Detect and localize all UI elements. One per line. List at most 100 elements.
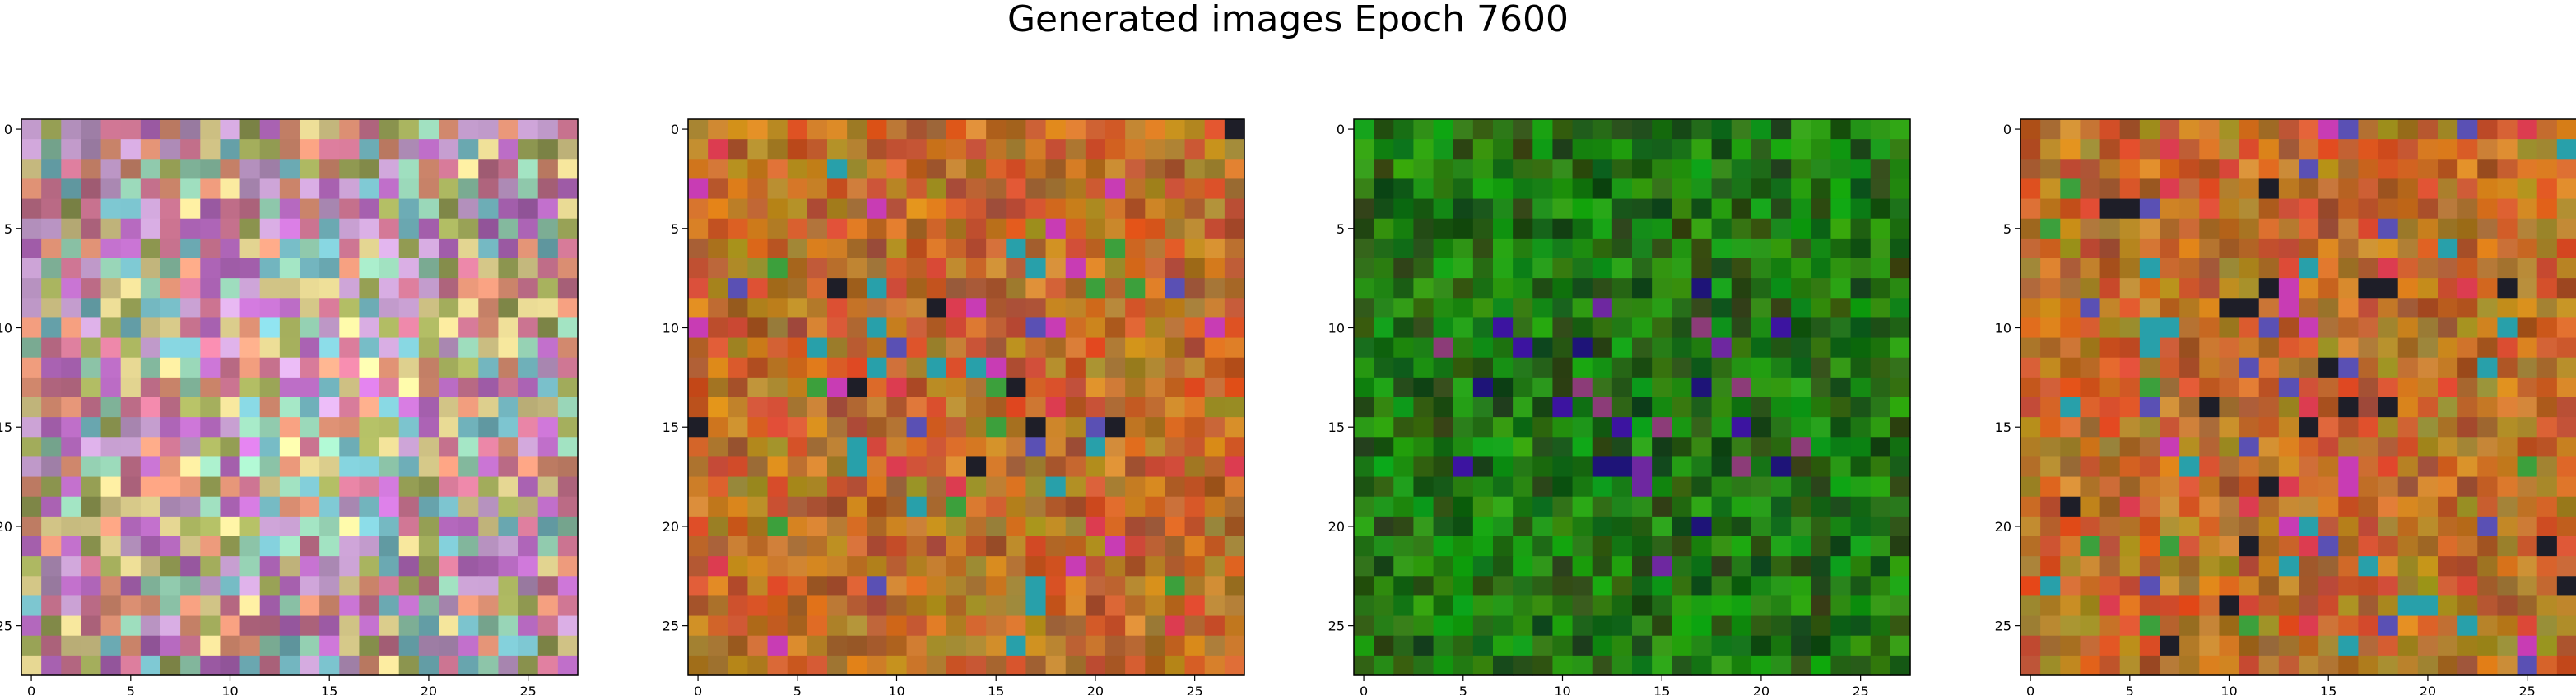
pixel-cell	[827, 258, 848, 279]
pixel-cell	[1513, 516, 1533, 537]
pixel-cell	[926, 456, 947, 478]
pixel-cell	[2338, 198, 2360, 220]
pixel-cell	[1711, 397, 1732, 418]
pixel-cell	[1065, 556, 1086, 577]
pixel-cell	[986, 556, 1007, 577]
axes-frame	[21, 118, 579, 676]
pixel-cell	[867, 437, 888, 458]
pixel-cell	[518, 258, 539, 279]
pixel-cell	[1413, 139, 1434, 160]
pixel-cell	[2438, 317, 2458, 339]
pixel-cell	[1145, 536, 1166, 557]
pixel-cell	[220, 635, 241, 656]
pixel-cell	[557, 198, 579, 220]
x-tick-label: 10	[2220, 683, 2237, 695]
pixel-cell	[2080, 516, 2101, 537]
pixel-cell	[398, 556, 420, 577]
pixel-cell	[946, 655, 967, 676]
pixel-cell	[2536, 516, 2558, 537]
pixel-cell	[787, 258, 808, 279]
pixel-cell	[767, 437, 788, 458]
pixel-cell	[319, 516, 340, 537]
pixel-cell	[1632, 417, 1653, 438]
pixel-cell	[1652, 576, 1672, 597]
pixel-cell	[1006, 655, 1027, 676]
pixel-cell	[1652, 417, 1672, 438]
pixel-cell	[1006, 377, 1027, 398]
pixel-cell	[1125, 178, 1146, 200]
pixel-cell	[398, 516, 420, 537]
pixel-cell	[1433, 337, 1454, 359]
pixel-cell	[81, 615, 102, 637]
pixel-cell	[946, 496, 967, 517]
pixel-cell	[2199, 258, 2220, 279]
pixel-cell	[747, 198, 769, 220]
pixel-cell	[1771, 635, 1792, 656]
pixel-cell	[300, 139, 320, 160]
pixel-cell	[966, 536, 987, 557]
pixel-cell	[728, 119, 749, 140]
pixel-cell	[1105, 476, 1126, 498]
pixel-cell	[1652, 258, 1672, 279]
pixel-cell	[1890, 576, 1911, 597]
pixel-cell	[1890, 357, 1911, 378]
y-tick-label: 15	[663, 419, 679, 435]
pixel-cell	[458, 238, 479, 259]
pixel-cell	[1472, 159, 1494, 180]
pixel-cell	[1672, 159, 1693, 180]
pixel-cell	[2199, 218, 2220, 239]
pixel-cell	[688, 655, 709, 676]
pixel-cell	[1006, 119, 1027, 140]
pixel-cell	[787, 437, 808, 458]
pixel-cell	[1552, 655, 1574, 676]
pixel-cell	[140, 337, 161, 359]
pixel-cell	[81, 317, 102, 339]
pixel-cell	[1672, 496, 1693, 517]
pixel-cell	[120, 218, 142, 239]
pixel-cell	[2080, 218, 2101, 239]
pixel-cell	[100, 456, 122, 478]
pixel-cell	[1890, 317, 1911, 339]
pixel-cell	[1771, 218, 1792, 239]
pixel-cell	[827, 456, 848, 478]
pixel-cell	[418, 258, 439, 279]
pixel-cell	[1850, 317, 1872, 339]
pixel-cell	[2239, 576, 2260, 597]
pixel-cell	[339, 258, 360, 279]
pixel-cell	[1493, 437, 1514, 458]
pixel-cell	[61, 655, 82, 676]
pixel-cell	[1184, 635, 1206, 656]
pixel-cell	[2160, 417, 2180, 438]
pixel-cell	[2397, 337, 2419, 359]
pixel-cell	[339, 337, 360, 359]
pixel-cell	[1771, 397, 1792, 418]
pixel-cell	[2258, 437, 2280, 458]
pixel-cell	[1493, 595, 1514, 617]
pixel-cell	[2358, 516, 2379, 537]
pixel-cell	[1751, 476, 1772, 498]
pixel-cell	[1711, 139, 1732, 160]
pixel-cell	[1811, 159, 1832, 180]
pixel-cell	[926, 238, 947, 259]
pixel-cell	[2457, 496, 2478, 517]
pixel-cell	[2080, 317, 2101, 339]
pixel-cell	[2060, 496, 2081, 517]
pixel-cell	[239, 615, 261, 637]
pixel-cell	[2258, 278, 2280, 299]
pixel-cell	[966, 317, 987, 339]
pixel-cell	[2358, 576, 2379, 597]
pixel-cell	[2080, 278, 2101, 299]
pixel-cell	[160, 218, 181, 239]
pixel-cell	[1125, 337, 1146, 359]
pixel-cell	[1791, 377, 1811, 398]
pixel-cell	[767, 178, 788, 200]
pixel-cell	[1453, 556, 1474, 577]
pixel-cell	[319, 337, 340, 359]
pixel-cell	[200, 417, 221, 438]
pixel-cell	[478, 298, 500, 319]
x-tick-label: 20	[1753, 683, 1769, 695]
pixel-cell	[2299, 576, 2319, 597]
pixel-cell	[2099, 139, 2121, 160]
pixel-cell	[2258, 258, 2280, 279]
pixel-cell	[180, 377, 201, 398]
